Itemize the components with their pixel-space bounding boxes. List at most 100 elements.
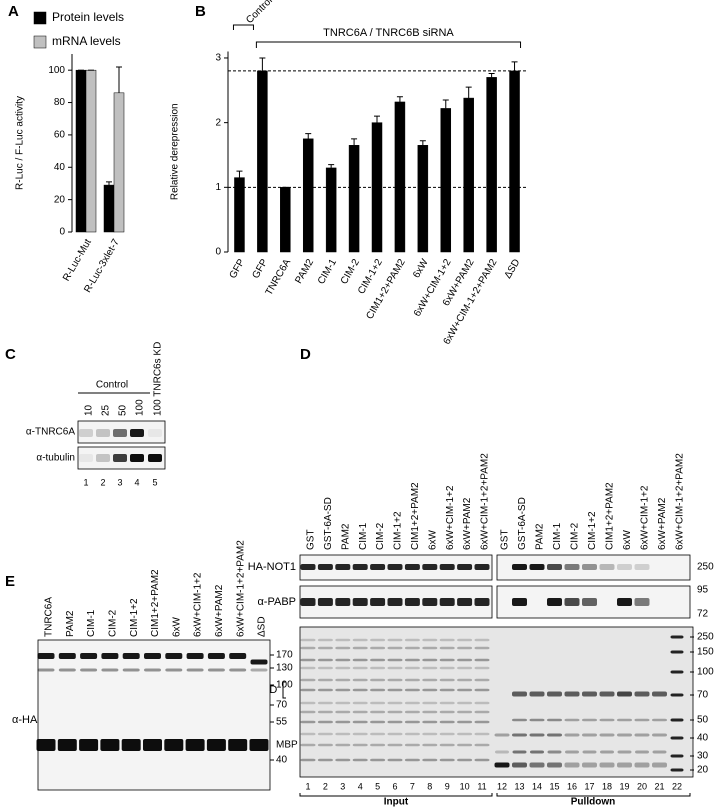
band xyxy=(165,668,183,672)
bar xyxy=(348,145,360,253)
band xyxy=(404,720,420,724)
group-label: Control xyxy=(96,380,128,391)
band xyxy=(370,688,386,692)
bar xyxy=(394,101,406,253)
band xyxy=(300,710,316,714)
lane-number: 2 xyxy=(323,781,328,791)
band xyxy=(582,733,597,737)
band xyxy=(652,691,667,697)
panel-label: E xyxy=(5,573,15,590)
lane-number: 16 xyxy=(567,781,577,791)
band xyxy=(317,688,333,692)
panel-label: B xyxy=(195,3,206,20)
band xyxy=(300,732,316,736)
band xyxy=(335,710,351,714)
marker-label: 100 xyxy=(276,680,293,691)
marker-label: MBP xyxy=(276,740,298,751)
band xyxy=(634,718,650,722)
band xyxy=(422,658,438,662)
lane-label: 10 xyxy=(84,404,95,416)
band xyxy=(652,718,667,722)
x-tick-label: PAM2 xyxy=(293,257,316,286)
band xyxy=(370,701,386,705)
band xyxy=(228,739,248,751)
band xyxy=(229,653,247,659)
band xyxy=(512,762,527,768)
band xyxy=(370,710,386,714)
band xyxy=(564,691,580,697)
band xyxy=(439,678,455,682)
band xyxy=(101,653,119,659)
band xyxy=(634,691,650,697)
band xyxy=(457,743,473,747)
error-bar xyxy=(488,72,495,78)
band xyxy=(404,688,420,692)
band xyxy=(652,733,667,737)
band xyxy=(599,691,615,697)
band xyxy=(335,666,351,670)
band xyxy=(80,653,98,659)
band xyxy=(582,718,597,722)
band xyxy=(317,598,333,606)
band xyxy=(404,743,420,747)
bar xyxy=(302,138,314,253)
error-bar xyxy=(259,57,266,71)
lane-label: CIM-1 xyxy=(86,609,97,637)
band xyxy=(185,739,205,751)
lane-number: 6 xyxy=(392,781,397,791)
row-label: α-tubulin xyxy=(36,453,75,464)
band xyxy=(635,750,649,754)
band xyxy=(652,750,667,754)
lane-number: 8 xyxy=(427,781,432,791)
band xyxy=(529,691,545,697)
band xyxy=(300,678,316,682)
blot xyxy=(299,626,694,778)
band xyxy=(474,646,490,650)
y-tick-label: 0 xyxy=(215,247,221,258)
marker-band xyxy=(670,718,684,722)
band xyxy=(529,564,545,570)
band xyxy=(79,739,99,751)
band xyxy=(422,678,438,682)
band xyxy=(599,564,615,570)
lane-number: 22 xyxy=(672,781,682,791)
error-bar xyxy=(465,86,472,99)
bar xyxy=(85,69,97,233)
band xyxy=(207,668,225,672)
band xyxy=(564,598,580,606)
marker-label: 150 xyxy=(697,647,714,658)
band xyxy=(317,720,333,724)
band xyxy=(582,564,597,570)
bar xyxy=(75,69,87,233)
band xyxy=(439,564,455,570)
band xyxy=(474,688,490,692)
error-bar xyxy=(236,170,243,178)
band xyxy=(474,598,490,606)
lane-label: 100 xyxy=(135,399,146,416)
band xyxy=(617,691,632,697)
lane-number: 10 xyxy=(460,781,470,791)
band xyxy=(547,598,562,606)
row-label: α-PABP xyxy=(257,596,296,608)
lane-label: 6xW+CIM-1+2+PAM2 xyxy=(675,453,686,550)
band xyxy=(512,564,527,570)
marker-band xyxy=(670,768,684,772)
band xyxy=(439,666,455,670)
blot xyxy=(496,554,691,581)
band xyxy=(122,668,140,672)
band xyxy=(404,678,420,682)
band xyxy=(36,739,56,751)
band xyxy=(564,718,580,722)
band xyxy=(143,739,162,751)
y-tick-label: 100 xyxy=(48,65,65,76)
lane-number: 12 xyxy=(497,781,507,791)
band xyxy=(352,638,368,642)
band xyxy=(422,710,438,714)
y-tick-label: 2 xyxy=(215,117,221,128)
band xyxy=(404,598,420,606)
band xyxy=(547,564,562,570)
marker-label: 20 xyxy=(697,765,709,776)
lane-number: 5 xyxy=(152,477,157,487)
band xyxy=(404,638,420,642)
band xyxy=(565,750,579,754)
